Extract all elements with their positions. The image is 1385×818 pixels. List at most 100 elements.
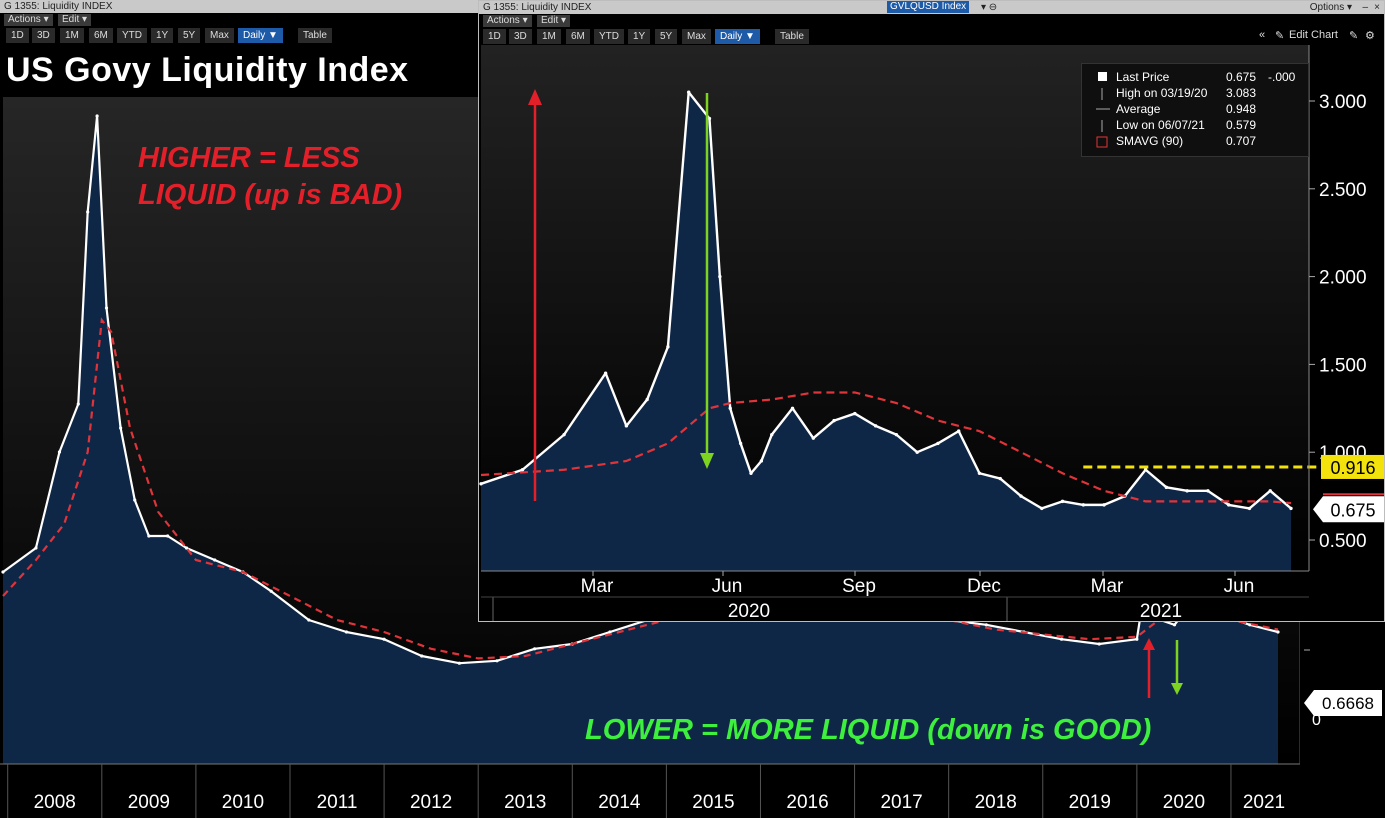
inset-range-6m[interactable]: 6M [566,29,590,44]
main-right-axis: 0.6668 0 [1304,649,1382,729]
range-6m[interactable]: 6M [89,28,113,43]
inset-actions-menu[interactable]: Actions ▾ [483,15,532,27]
reference-value-label: 0.916 [1330,458,1375,478]
legend-swatch-smavg [1096,136,1108,148]
inset-month-label: Sep [842,576,876,597]
range-3d[interactable]: 3D [32,28,55,43]
settings-icon[interactable]: ⚙ [1365,30,1375,42]
inset-range-ytd[interactable]: YTD [594,29,624,44]
close-icon[interactable]: × [1374,2,1380,13]
ticker-dropdown-icon[interactable]: ▾ ⊖ [981,2,998,13]
ticker-field[interactable]: GVLQUSD Index [887,1,970,13]
inset-table-button[interactable]: Table [775,29,809,44]
inset-y-tick-label: 3.000 [1319,92,1367,113]
inset-data-point [873,424,878,428]
main-data-point [119,426,123,430]
inset-data-point [1226,503,1231,507]
year-label: 2014 [598,792,641,813]
year-label: 2010 [222,792,264,813]
inset-range-1m[interactable]: 1M [537,29,561,44]
legend-swatch-last [1098,72,1107,81]
inset-range-1y[interactable]: 1Y [628,29,651,44]
year-label: 2012 [410,792,452,813]
inset-data-point [624,424,629,428]
main-data-point [133,498,137,502]
last-price-tag [1313,496,1384,523]
main-data-point [457,661,461,665]
actions-menu[interactable]: Actions ▾ [4,14,53,26]
year-label: 2018 [975,792,1017,813]
period-select[interactable]: Daily ▼ [238,28,283,43]
legend-last-price-value: 0.675 [1226,70,1257,84]
year-label: 2009 [128,792,170,813]
inset-data-point [832,418,836,423]
inset-data-point [520,468,525,472]
inset-title: G 1355: Liquidity INDEX [483,2,592,13]
inset-month-label: Dec [967,576,1001,597]
year-label: 2021 [1243,792,1285,813]
inset-data-point [1164,485,1169,490]
inset-data-point [811,436,816,440]
main-data-point [95,114,99,118]
range-5y[interactable]: 5Y [178,28,201,43]
main-data-point [104,306,109,310]
inset-data-point [1081,503,1086,507]
table-button[interactable]: Table [298,28,332,43]
inset-data-point [718,274,722,279]
main-sma-line [2,317,1279,660]
main-data-point [533,647,537,651]
range-1y[interactable]: 1Y [151,28,174,43]
range-1d[interactable]: 1D [6,28,29,43]
minimize-icon[interactable]: – [1362,2,1368,13]
range-max[interactable]: Max [205,28,234,43]
inset-data-point [956,429,961,433]
inset-range-5y[interactable]: 5Y [655,29,678,44]
inset-data-point [998,476,1002,481]
range-ytd[interactable]: YTD [117,28,147,43]
main-up-arrowhead [1143,638,1155,650]
inset-data-point [1060,499,1065,504]
legend-average-label: Average [1116,102,1161,116]
year-label: 2008 [34,792,76,813]
main-area-fill [3,116,1278,764]
inset-data-point [707,116,712,121]
annotation-higher: HIGHER = LESS LIQUID (up is BAD) [138,140,402,214]
main-data-point [147,534,151,538]
main-data-point [1059,637,1064,641]
inset-range-3d[interactable]: 3D [509,29,532,44]
main-data-point [1,570,5,574]
year-label: 2015 [692,792,734,813]
edit-chart-button[interactable]: Edit Chart [1289,29,1338,41]
annotation-higher-line1: HIGHER = LESS [138,142,360,174]
main-data-point [984,623,988,627]
year-label: 2017 [880,792,922,813]
inset-data-point [686,90,691,94]
options-menu[interactable]: Options ▾ [1309,2,1352,13]
inset-data-point [790,406,795,410]
annotation-lower: LOWER = MORE LIQUID (down is GOOD) [585,714,1152,746]
range-1m[interactable]: 1M [60,28,84,43]
legend-last-price: Last Price [1116,70,1169,85]
inset-data-point [562,432,566,437]
year-label: 2016 [786,792,828,813]
year-label: 2013 [504,792,546,813]
main-data-point [495,659,499,663]
main-data-point [76,402,80,406]
inset-range-max[interactable]: Max [682,29,711,44]
legend-smavg-value: 0.707 [1226,134,1257,148]
inset-data-point [1185,489,1189,493]
inset-month-label: Jun [712,576,743,597]
legend-low-label: Low on 06/07/21 [1116,118,1205,132]
main-data-point [344,630,349,634]
main-data-point [86,210,90,214]
inset-range-1d[interactable]: 1D [483,29,506,44]
collapse-icon[interactable]: « [1259,29,1266,41]
inset-period-select[interactable]: Daily ▼ [715,29,760,44]
edit-menu[interactable]: Edit ▾ [58,14,92,26]
inset-edit-menu[interactable]: Edit ▾ [537,15,571,27]
edit-icon[interactable]: ✎ [1349,30,1359,42]
inset-data-point [1040,506,1044,511]
inset-data-point [770,432,774,437]
annotation-higher-line2: LIQUID (up is BAD) [138,179,403,211]
pencil-icon[interactable]: ✎ [1275,30,1285,42]
